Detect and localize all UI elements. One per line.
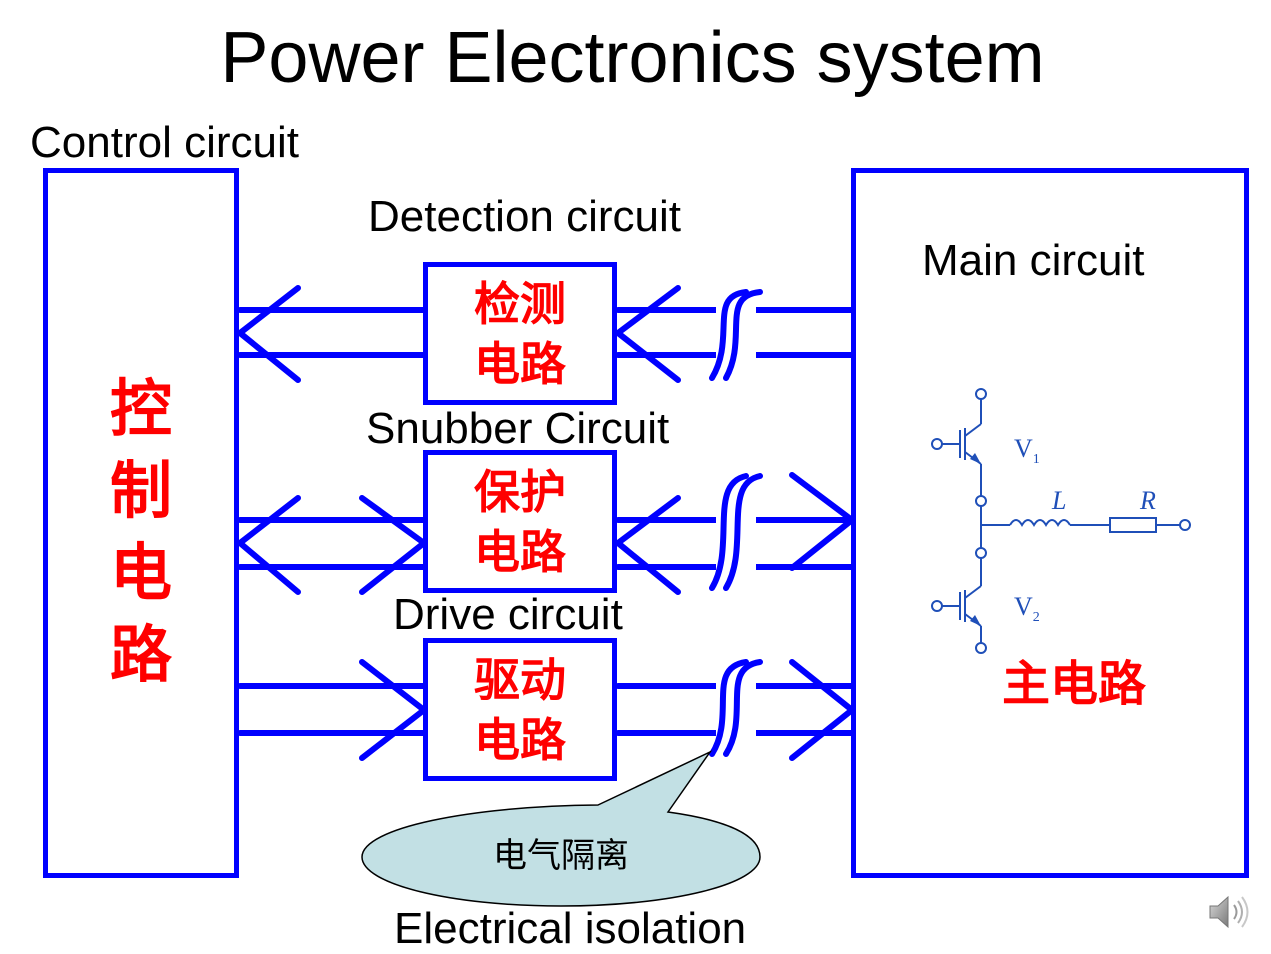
transistor-v2-symbol <box>931 558 987 654</box>
isolation-callout-bubble <box>361 750 761 907</box>
drive-cn-line: 电路 <box>474 712 566 767</box>
resistor-label: R <box>1140 486 1156 515</box>
detection-cn-line: 检测 <box>474 276 566 331</box>
drive-cn-line: 驱动 <box>474 652 566 707</box>
v2-label: V2 <box>1014 592 1040 626</box>
control-circuit-box: 控 制 电 路 <box>43 168 239 878</box>
control-snubber-bidirectional-arrow <box>237 495 427 595</box>
snubber-circuit-label: Snubber Circuit <box>366 404 670 453</box>
control-cn-char: 电 <box>109 536 172 609</box>
isolation-cn-text: 电气隔离 <box>493 836 629 876</box>
detection-circuit-label: Detection circuit <box>368 192 682 241</box>
main-circuit-label: Main circuit <box>922 236 1145 285</box>
snubber-cn-line: 保护 <box>474 464 566 519</box>
resistor-symbol <box>1109 517 1157 533</box>
slide-title: Power Electronics system <box>220 18 1045 98</box>
node-upper <box>975 495 987 507</box>
transistor-v1-symbol <box>931 388 987 496</box>
inductor-label: L <box>1052 486 1067 515</box>
control-cn-char: 控 <box>109 372 172 445</box>
node-lower <box>975 547 987 559</box>
detection-circuit-box: 检测 电路 <box>423 262 617 405</box>
electrical-isolation-label: Electrical isolation <box>394 904 747 953</box>
speaker-icon[interactable] <box>1208 892 1252 932</box>
v2-letter: V <box>1014 592 1033 621</box>
main-circuit-cn: 主电路 <box>1002 656 1147 712</box>
inductor-symbol <box>1009 519 1071 527</box>
control-circuit-cn: 控 制 电 路 <box>48 368 234 696</box>
v1-label: V1 <box>1014 434 1040 468</box>
control-cn-char: 制 <box>109 454 172 527</box>
isolation-symbol-drive <box>709 659 763 757</box>
isolation-symbol-detection <box>709 289 763 381</box>
v1-letter: V <box>1014 434 1033 463</box>
snubber-cn-line: 电路 <box>474 524 566 579</box>
v1-subscript: 1 <box>1032 452 1040 468</box>
isolation-symbol-snubber <box>709 473 763 591</box>
v2-subscript: 2 <box>1032 610 1040 626</box>
detection-to-control-arrow <box>237 285 427 383</box>
control-circuit-label: Control circuit <box>30 118 299 167</box>
drive-circuit-box: 驱动 电路 <box>423 638 617 781</box>
detection-cn-line: 电路 <box>474 336 566 391</box>
control-cn-char: 路 <box>109 618 172 691</box>
drive-circuit-label: Drive circuit <box>393 590 623 639</box>
snubber-circuit-box: 保护 电路 <box>423 450 617 593</box>
